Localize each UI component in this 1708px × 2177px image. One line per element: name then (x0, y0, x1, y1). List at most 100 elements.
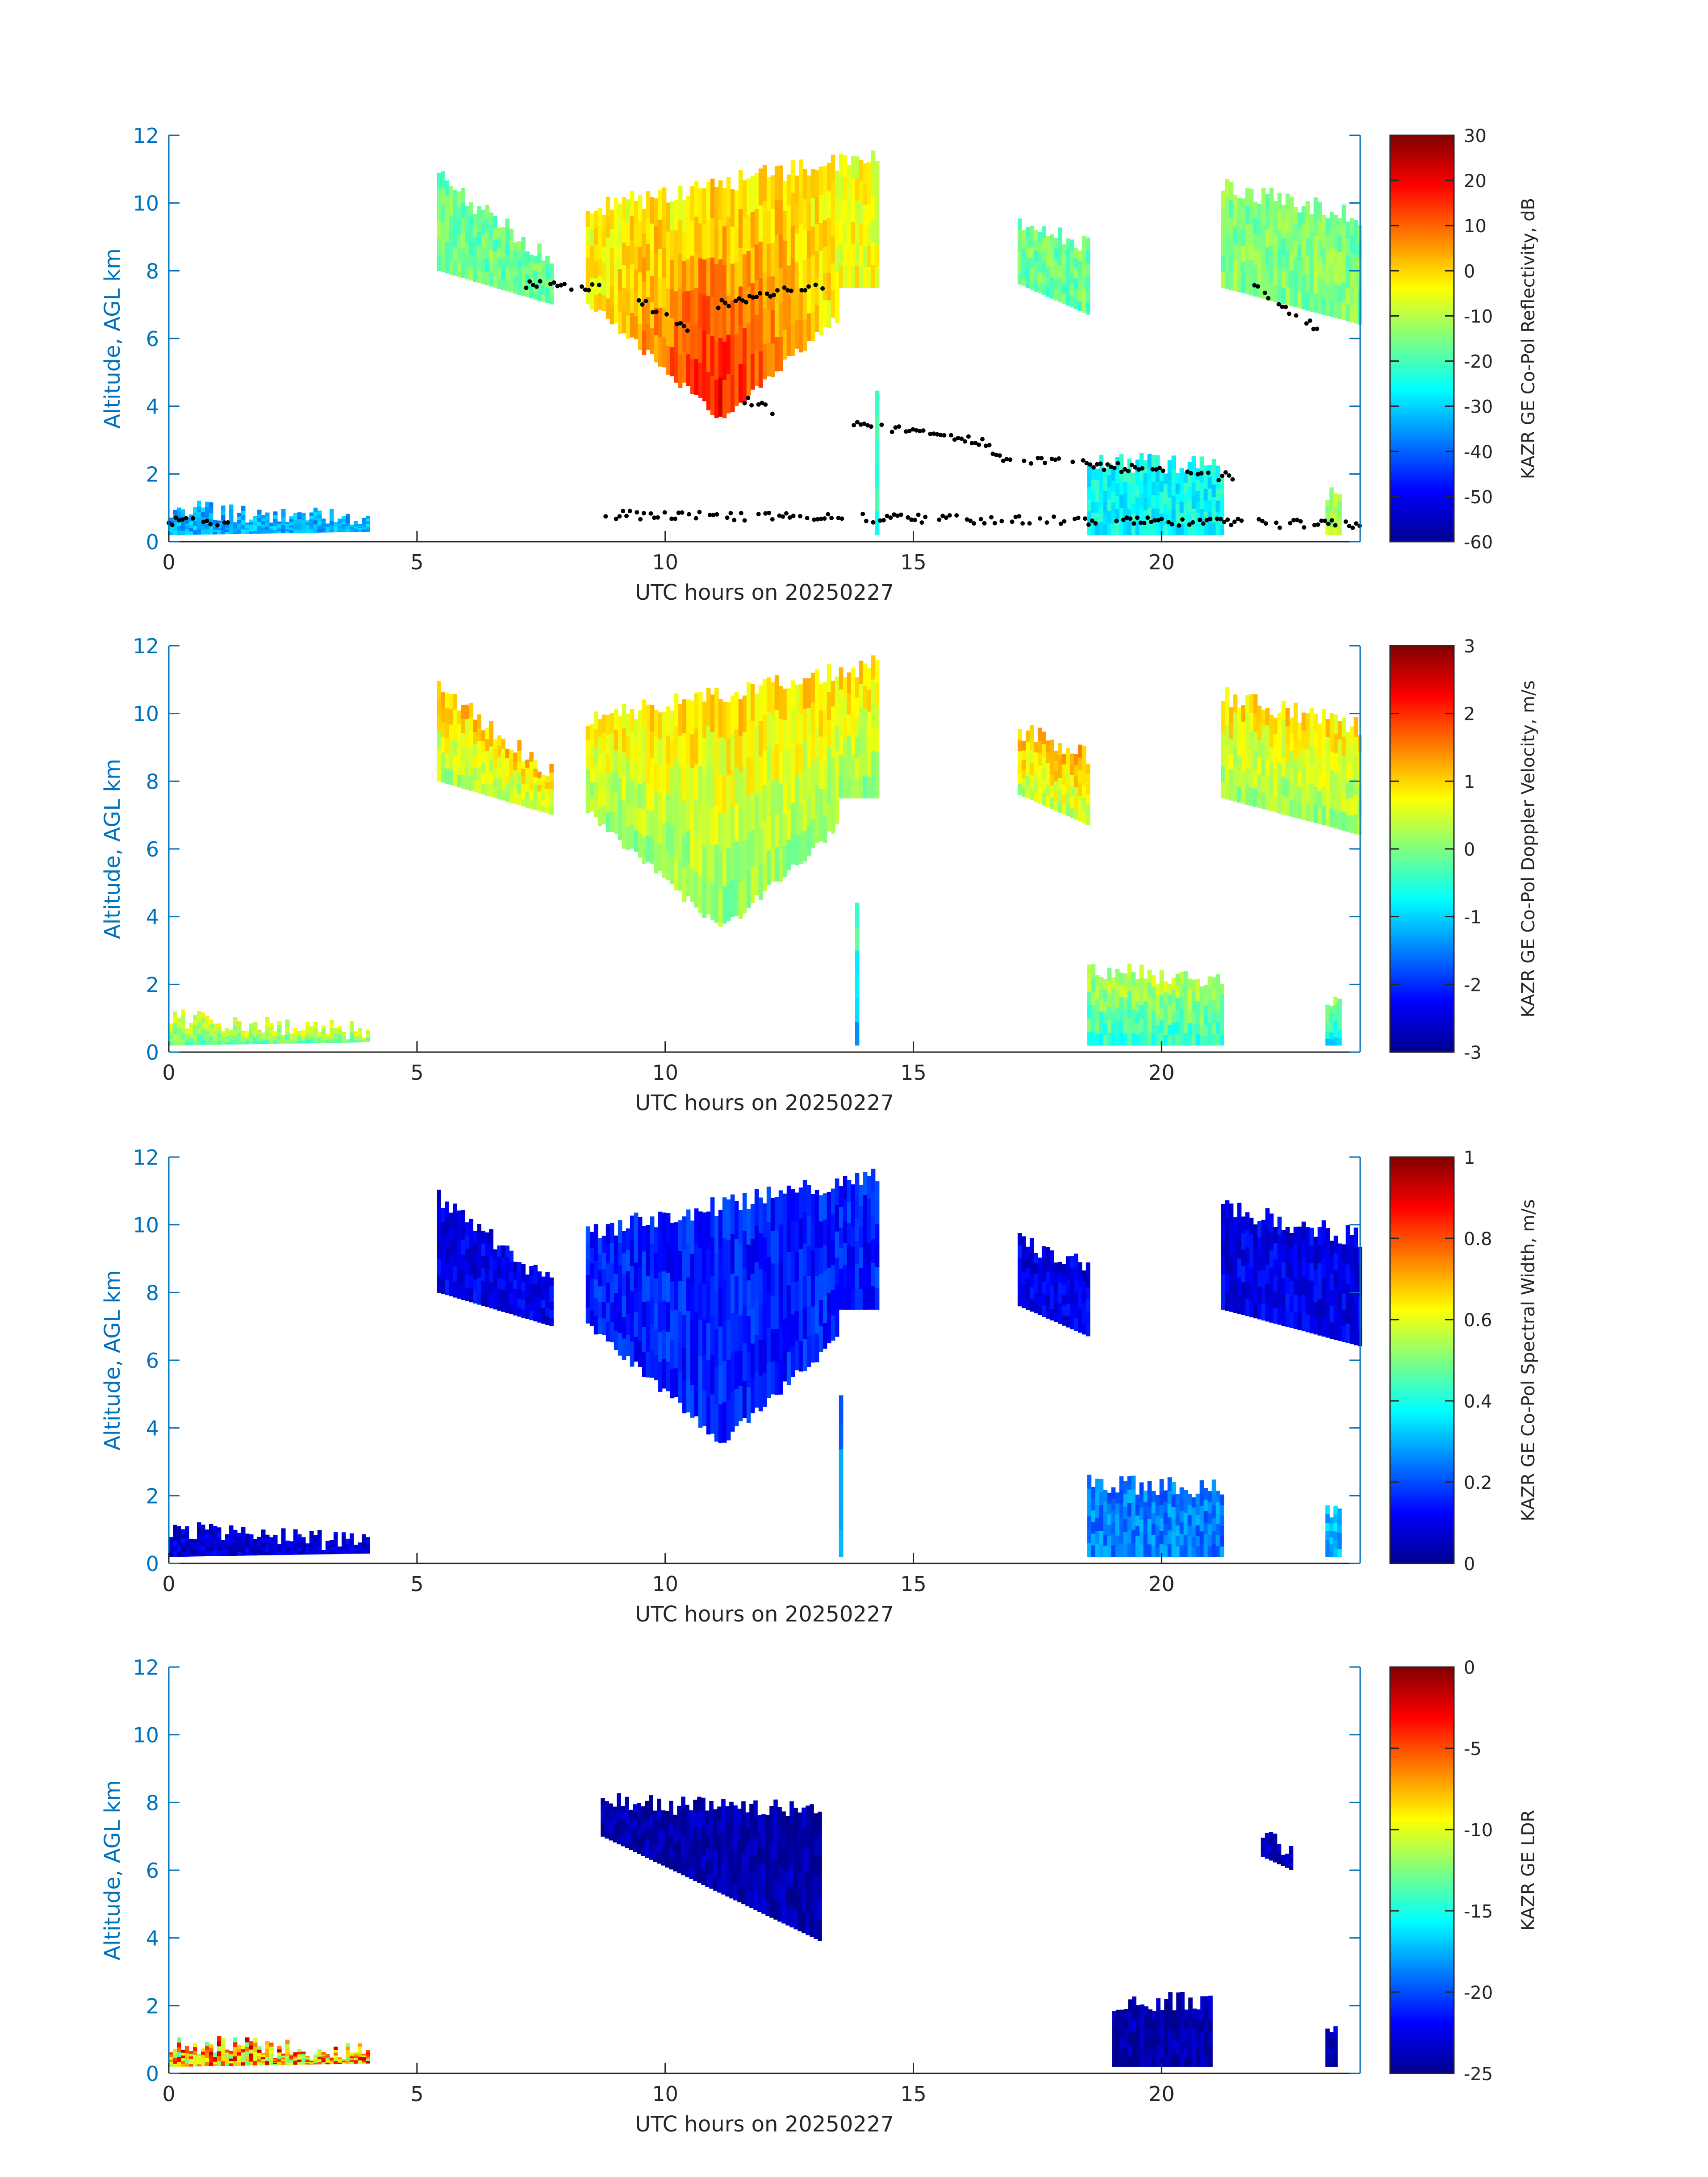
echo-cell (465, 1222, 469, 1236)
echo-cell (1329, 1537, 1334, 1544)
echo-cell (1135, 1012, 1140, 1024)
echo-cell (1329, 1006, 1334, 1013)
echo-cell (646, 1275, 651, 1302)
echo-cell (806, 1336, 811, 1367)
echo-cell (309, 1037, 314, 1040)
echo-cell (1337, 1022, 1342, 1030)
echo-cell (213, 1536, 217, 1542)
boundary-dot (222, 520, 227, 525)
echo-cell (445, 242, 449, 258)
echo-cell (1017, 1294, 1022, 1307)
echo-cell (614, 1292, 618, 1312)
echo-cell (1037, 753, 1042, 766)
echo-cell (859, 1206, 864, 1227)
echo-cell (1087, 964, 1092, 978)
echo-cell (273, 511, 278, 515)
echo-cell (1329, 495, 1334, 504)
echo-cell (322, 1034, 326, 1037)
echo-cell (493, 251, 497, 264)
echo-cell (457, 205, 461, 220)
echo-cell (225, 1031, 230, 1034)
echo-cell (173, 531, 177, 535)
echo-cell (814, 305, 819, 332)
echo-cell (233, 1021, 238, 1027)
echo-cell (437, 1190, 441, 1208)
echo-cell (493, 739, 497, 749)
echo-cell (593, 747, 598, 765)
echo-cell (674, 1222, 679, 1252)
echo-cell (1215, 477, 1220, 489)
echo-cell (1309, 1316, 1314, 1333)
echo-cell (1317, 1245, 1322, 1263)
echo-cell (497, 1289, 501, 1300)
echo-cell (549, 764, 554, 773)
echo-cell (1061, 274, 1066, 284)
echo-cell (305, 1547, 310, 1550)
echo-cell (461, 1224, 465, 1240)
echo-cell (634, 807, 639, 830)
echo-cell (217, 1527, 221, 1533)
echo-cell (718, 180, 723, 220)
echo-cell (678, 1220, 683, 1251)
echo-cell (770, 175, 775, 209)
echo-cell (1147, 481, 1152, 495)
echo-cell (1261, 726, 1266, 743)
echo-cell (1073, 786, 1078, 798)
echo-cell (626, 736, 631, 759)
boundary-dot (812, 517, 817, 522)
echo-cell (225, 1028, 230, 1031)
echo-cell (702, 1283, 707, 1320)
echo-cell (1103, 1534, 1108, 1546)
echo-cell (722, 849, 727, 887)
echo-cell (1333, 500, 1338, 507)
echo-cell (1321, 281, 1326, 298)
echo-cell (1057, 1282, 1062, 1293)
echo-cell (650, 1270, 655, 1297)
echo-cell (610, 733, 614, 753)
echo-cell (309, 1040, 314, 1043)
echo-cell (714, 727, 719, 766)
echo-cell (457, 1254, 461, 1270)
echo-cell (1221, 782, 1226, 798)
echo-cell (1119, 1009, 1124, 1022)
echo-cell (1095, 999, 1100, 1011)
echo-cell (1285, 212, 1290, 231)
echo-cell (734, 1313, 739, 1351)
echo-cell (1095, 1492, 1100, 1505)
echo-cell (1049, 1262, 1054, 1274)
echo-cell (1285, 1276, 1290, 1294)
echo-cell (366, 1038, 370, 1040)
echo-cell (1107, 981, 1112, 994)
echo-cell (461, 203, 465, 218)
echo-cell (1207, 1034, 1212, 1046)
echo-cell (317, 529, 322, 533)
echo-cell (1099, 1504, 1104, 1518)
echo-cell (1095, 1530, 1100, 1544)
echo-cell (237, 530, 242, 534)
echo-cell (1147, 1020, 1152, 1033)
echo-cell (778, 165, 783, 200)
echo-cell (1219, 1025, 1224, 1036)
echo-cell (1151, 1524, 1156, 1535)
echo-cell (646, 244, 651, 271)
echo-cell (1057, 754, 1062, 767)
echo-cell (1087, 1516, 1092, 1530)
echo-cell (1127, 977, 1132, 991)
echo-cell (1269, 731, 1274, 748)
echo-cell (766, 712, 771, 747)
echo-cell (778, 1258, 783, 1293)
echo-cell (1041, 1305, 1046, 1317)
echo-cell (726, 1279, 731, 1320)
echo-cell (189, 1023, 193, 1027)
echo-cell (513, 251, 518, 260)
echo-cell (1065, 793, 1070, 805)
echo-cell (593, 799, 598, 818)
echo-cell (1057, 289, 1062, 302)
echo-cell (197, 1033, 201, 1040)
echo-cell (346, 1546, 350, 1549)
echo-cell (682, 322, 687, 352)
echo-cell (1313, 236, 1318, 255)
echo-cell (794, 1340, 799, 1371)
echo-cell (694, 180, 699, 217)
echo-cell (682, 230, 687, 261)
